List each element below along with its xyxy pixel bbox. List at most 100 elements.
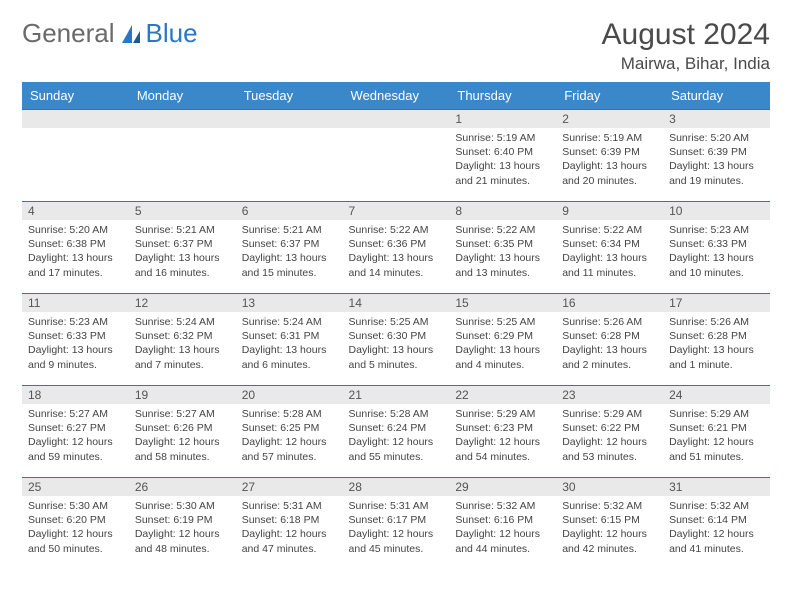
daylight-line: Daylight: 12 hours and 54 minutes. <box>455 435 550 463</box>
brand-logo: General Blue <box>22 18 198 49</box>
sunset-line: Sunset: 6:37 PM <box>135 237 230 251</box>
daylight-line: Daylight: 12 hours and 55 minutes. <box>349 435 444 463</box>
day-cell: 18Sunrise: 5:27 AMSunset: 6:27 PMDayligh… <box>22 386 129 478</box>
daylight-line: Daylight: 12 hours and 58 minutes. <box>135 435 230 463</box>
date-number: 15 <box>449 294 556 312</box>
day-details: Sunrise: 5:29 AMSunset: 6:22 PMDaylight:… <box>556 404 663 468</box>
week-row: 1Sunrise: 5:19 AMSunset: 6:40 PMDaylight… <box>22 110 770 202</box>
day-cell: 20Sunrise: 5:28 AMSunset: 6:25 PMDayligh… <box>236 386 343 478</box>
day-details: Sunrise: 5:28 AMSunset: 6:25 PMDaylight:… <box>236 404 343 468</box>
sunset-line: Sunset: 6:28 PM <box>669 329 764 343</box>
day-header-wednesday: Wednesday <box>343 82 450 110</box>
day-cell: 27Sunrise: 5:31 AMSunset: 6:18 PMDayligh… <box>236 478 343 570</box>
day-details: Sunrise: 5:22 AMSunset: 6:34 PMDaylight:… <box>556 220 663 284</box>
day-details: Sunrise: 5:26 AMSunset: 6:28 PMDaylight:… <box>663 312 770 376</box>
brand-word-2: Blue <box>146 18 198 49</box>
day-cell: 4Sunrise: 5:20 AMSunset: 6:38 PMDaylight… <box>22 202 129 294</box>
day-cell: 13Sunrise: 5:24 AMSunset: 6:31 PMDayligh… <box>236 294 343 386</box>
daylight-line: Daylight: 13 hours and 17 minutes. <box>28 251 123 279</box>
day-cell: 26Sunrise: 5:30 AMSunset: 6:19 PMDayligh… <box>129 478 236 570</box>
daylight-line: Daylight: 13 hours and 4 minutes. <box>455 343 550 371</box>
day-details: Sunrise: 5:31 AMSunset: 6:18 PMDaylight:… <box>236 496 343 560</box>
sunrise-line: Sunrise: 5:21 AM <box>242 223 337 237</box>
date-number: 17 <box>663 294 770 312</box>
title-block: August 2024 Mairwa, Bihar, India <box>602 18 770 74</box>
daylight-line: Daylight: 13 hours and 7 minutes. <box>135 343 230 371</box>
sunset-line: Sunset: 6:26 PM <box>135 421 230 435</box>
sunrise-line: Sunrise: 5:32 AM <box>562 499 657 513</box>
sunset-line: Sunset: 6:28 PM <box>562 329 657 343</box>
day-details: Sunrise: 5:20 AMSunset: 6:39 PMDaylight:… <box>663 128 770 192</box>
date-number: 29 <box>449 478 556 496</box>
day-cell: 23Sunrise: 5:29 AMSunset: 6:22 PMDayligh… <box>556 386 663 478</box>
sunset-line: Sunset: 6:20 PM <box>28 513 123 527</box>
date-number: 10 <box>663 202 770 220</box>
daylight-line: Daylight: 12 hours and 42 minutes. <box>562 527 657 555</box>
sunrise-line: Sunrise: 5:31 AM <box>349 499 444 513</box>
date-number: 19 <box>129 386 236 404</box>
sunrise-line: Sunrise: 5:22 AM <box>455 223 550 237</box>
date-number: 18 <box>22 386 129 404</box>
day-cell: 3Sunrise: 5:20 AMSunset: 6:39 PMDaylight… <box>663 110 770 202</box>
day-details: Sunrise: 5:25 AMSunset: 6:29 PMDaylight:… <box>449 312 556 376</box>
sunrise-line: Sunrise: 5:29 AM <box>455 407 550 421</box>
location-text: Mairwa, Bihar, India <box>602 54 770 74</box>
sunrise-line: Sunrise: 5:30 AM <box>135 499 230 513</box>
daylight-line: Daylight: 13 hours and 9 minutes. <box>28 343 123 371</box>
day-header-friday: Friday <box>556 82 663 110</box>
date-bar-empty <box>343 110 450 128</box>
sunrise-line: Sunrise: 5:28 AM <box>349 407 444 421</box>
day-cell: 1Sunrise: 5:19 AMSunset: 6:40 PMDaylight… <box>449 110 556 202</box>
sunrise-line: Sunrise: 5:26 AM <box>562 315 657 329</box>
day-cell: 6Sunrise: 5:21 AMSunset: 6:37 PMDaylight… <box>236 202 343 294</box>
day-details: Sunrise: 5:28 AMSunset: 6:24 PMDaylight:… <box>343 404 450 468</box>
day-details: Sunrise: 5:31 AMSunset: 6:17 PMDaylight:… <box>343 496 450 560</box>
day-cell: 10Sunrise: 5:23 AMSunset: 6:33 PMDayligh… <box>663 202 770 294</box>
day-cell: 2Sunrise: 5:19 AMSunset: 6:39 PMDaylight… <box>556 110 663 202</box>
date-number: 11 <box>22 294 129 312</box>
day-details: Sunrise: 5:24 AMSunset: 6:31 PMDaylight:… <box>236 312 343 376</box>
daylight-line: Daylight: 13 hours and 1 minute. <box>669 343 764 371</box>
day-details: Sunrise: 5:23 AMSunset: 6:33 PMDaylight:… <box>22 312 129 376</box>
date-number: 25 <box>22 478 129 496</box>
sunrise-line: Sunrise: 5:25 AM <box>455 315 550 329</box>
day-cell: 15Sunrise: 5:25 AMSunset: 6:29 PMDayligh… <box>449 294 556 386</box>
day-details: Sunrise: 5:19 AMSunset: 6:39 PMDaylight:… <box>556 128 663 192</box>
sunrise-line: Sunrise: 5:32 AM <box>669 499 764 513</box>
day-details: Sunrise: 5:27 AMSunset: 6:26 PMDaylight:… <box>129 404 236 468</box>
day-cell: 25Sunrise: 5:30 AMSunset: 6:20 PMDayligh… <box>22 478 129 570</box>
daylight-line: Daylight: 13 hours and 13 minutes. <box>455 251 550 279</box>
date-number: 1 <box>449 110 556 128</box>
daylight-line: Daylight: 13 hours and 19 minutes. <box>669 159 764 187</box>
week-row: 4Sunrise: 5:20 AMSunset: 6:38 PMDaylight… <box>22 202 770 294</box>
day-header-row: SundayMondayTuesdayWednesdayThursdayFrid… <box>22 82 770 110</box>
sunset-line: Sunset: 6:33 PM <box>669 237 764 251</box>
sunrise-line: Sunrise: 5:24 AM <box>242 315 337 329</box>
day-details: Sunrise: 5:30 AMSunset: 6:19 PMDaylight:… <box>129 496 236 560</box>
day-cell: 21Sunrise: 5:28 AMSunset: 6:24 PMDayligh… <box>343 386 450 478</box>
daylight-line: Daylight: 13 hours and 16 minutes. <box>135 251 230 279</box>
sunrise-line: Sunrise: 5:21 AM <box>135 223 230 237</box>
calendar-table: SundayMondayTuesdayWednesdayThursdayFrid… <box>22 82 770 570</box>
date-number: 31 <box>663 478 770 496</box>
week-row: 18Sunrise: 5:27 AMSunset: 6:27 PMDayligh… <box>22 386 770 478</box>
sunset-line: Sunset: 6:37 PM <box>242 237 337 251</box>
sunrise-line: Sunrise: 5:31 AM <box>242 499 337 513</box>
sunrise-line: Sunrise: 5:30 AM <box>28 499 123 513</box>
day-details: Sunrise: 5:29 AMSunset: 6:23 PMDaylight:… <box>449 404 556 468</box>
date-number: 9 <box>556 202 663 220</box>
day-cell: 8Sunrise: 5:22 AMSunset: 6:35 PMDaylight… <box>449 202 556 294</box>
daylight-line: Daylight: 13 hours and 14 minutes. <box>349 251 444 279</box>
sunset-line: Sunset: 6:29 PM <box>455 329 550 343</box>
date-number: 26 <box>129 478 236 496</box>
date-number: 24 <box>663 386 770 404</box>
day-cell: 17Sunrise: 5:26 AMSunset: 6:28 PMDayligh… <box>663 294 770 386</box>
day-cell: 11Sunrise: 5:23 AMSunset: 6:33 PMDayligh… <box>22 294 129 386</box>
day-cell <box>22 110 129 202</box>
week-row: 11Sunrise: 5:23 AMSunset: 6:33 PMDayligh… <box>22 294 770 386</box>
daylight-line: Daylight: 12 hours and 53 minutes. <box>562 435 657 463</box>
daylight-line: Daylight: 13 hours and 11 minutes. <box>562 251 657 279</box>
date-number: 7 <box>343 202 450 220</box>
day-cell <box>129 110 236 202</box>
date-number: 23 <box>556 386 663 404</box>
